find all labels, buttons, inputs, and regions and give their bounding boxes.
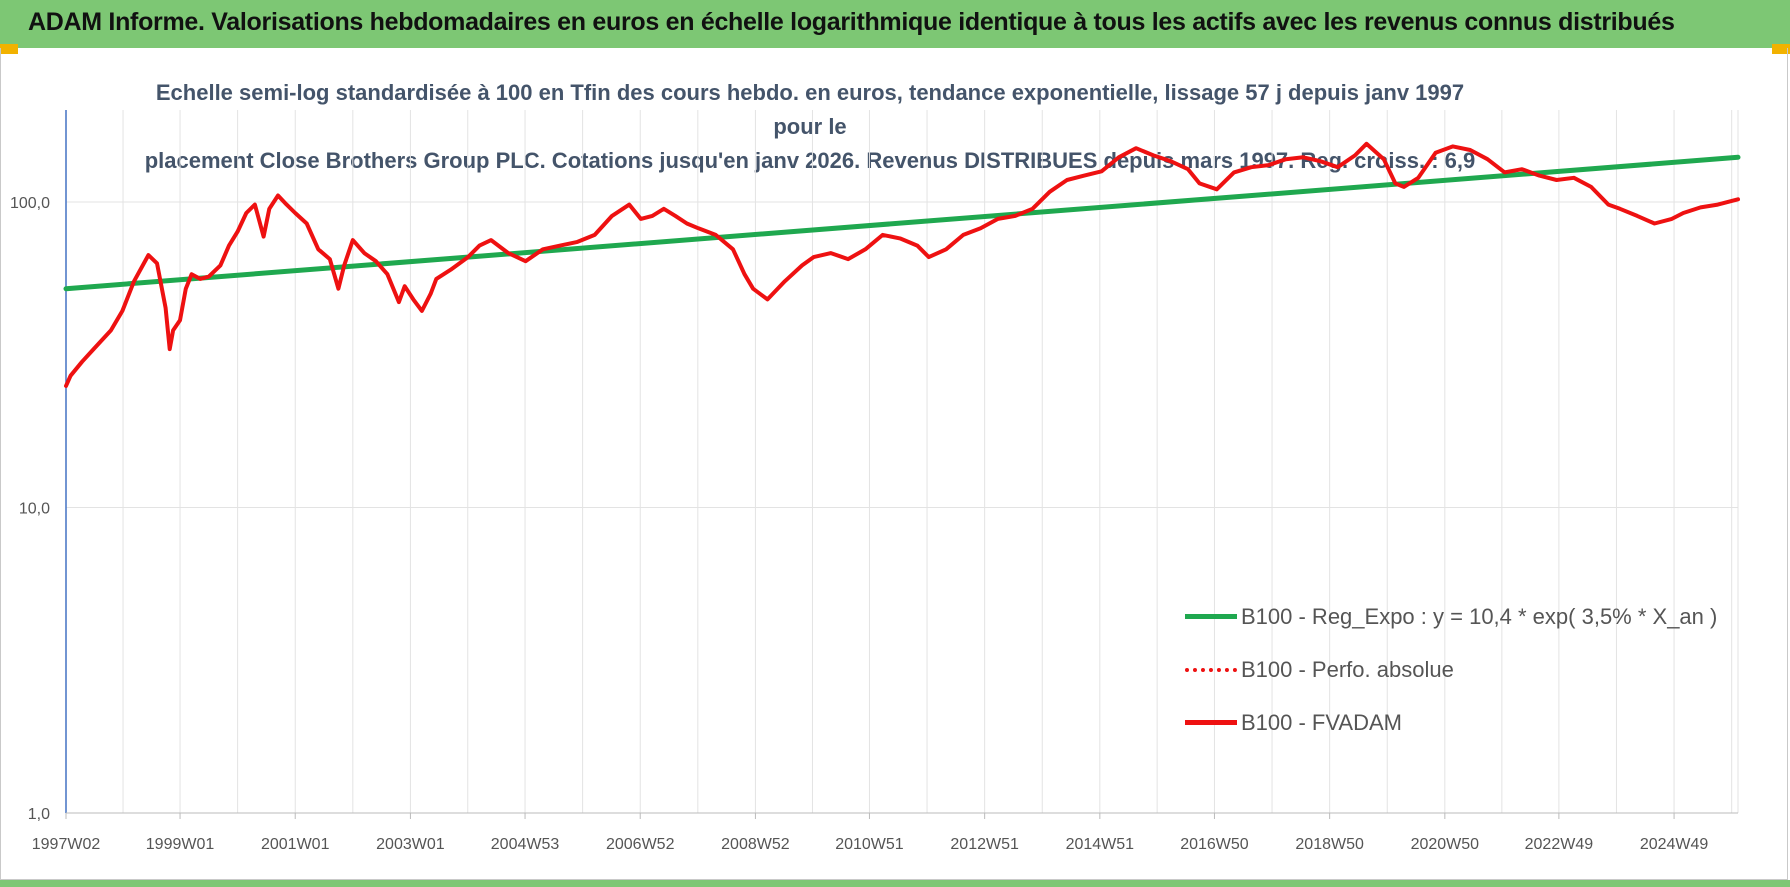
x-tick-label: 2016W50 — [1180, 836, 1249, 853]
y-tick-label: 100,0 — [10, 195, 50, 212]
header-banner: ADAM Informe. Valorisations hebdomadaire… — [0, 0, 1790, 48]
x-tick-label: 2001W01 — [261, 836, 330, 853]
trend-line — [63, 154, 1741, 292]
legend-item-fvadam: B100 - FVADAM — [1185, 696, 1717, 749]
x-tick-label: 2024W49 — [1640, 836, 1709, 853]
report-title: ADAM Informe. Valorisations hebdomadaire… — [28, 8, 1675, 36]
legend-label-perfo: B100 - Perfo. absolue — [1241, 656, 1454, 682]
gridlines — [66, 110, 1739, 814]
legend: B100 - Reg_Expo : y = 10,4 * exp( 3,5% *… — [1185, 590, 1717, 749]
footer-strip — [0, 880, 1790, 887]
x-tick-label: 2014W51 — [1066, 836, 1135, 853]
x-tick-label: 2003W01 — [376, 836, 445, 853]
chart-title: Echelle semi-log standardisée à 100 en T… — [140, 76, 1480, 178]
x-tick-label: 2004W53 — [491, 836, 560, 853]
legend-label-fvadam: B100 - FVADAM — [1241, 709, 1402, 735]
chart-title-line-1: Echelle semi-log standardisée à 100 en T… — [155, 80, 1465, 139]
legend-label-trend: B100 - Reg_Expo : y = 10,4 * exp( 3,5% *… — [1241, 603, 1718, 629]
y-axis: 1,0 10,0 100,0 — [10, 110, 67, 823]
fvadam-line — [64, 141, 1740, 388]
legend-swatch-trend — [1185, 614, 1237, 619]
x-tick-label: 2012W51 — [950, 836, 1019, 853]
x-tick-label: 2020W50 — [1411, 836, 1480, 853]
x-axis: 1997W02 1999W01 2001W01 2003W01 2004W53 2006W… — [32, 812, 1738, 853]
legend-item-perfo: B100 - Perfo. absolue — [1185, 643, 1717, 696]
legend-item-trend: B100 - Reg_Expo : y = 10,4 * exp( 3,5% *… — [1185, 590, 1717, 643]
corner-mark-left — [0, 44, 18, 54]
legend-swatch-perfo — [1185, 667, 1237, 672]
x-tick-label: 2018W50 — [1295, 836, 1364, 853]
x-tick-label: 2006W52 — [606, 836, 675, 853]
legend-swatch-fvadam — [1185, 720, 1237, 725]
x-tick-label: 1997W02 — [32, 836, 101, 853]
y-tick-label: 10,0 — [19, 500, 50, 517]
series-lines — [63, 141, 1741, 388]
x-tick-label: 2008W52 — [721, 836, 790, 853]
chart-frame — [0, 48, 1788, 880]
y-tick-label: 1,0 — [28, 806, 50, 823]
corner-mark-right — [1772, 44, 1790, 54]
x-tick-label: 2010W51 — [835, 836, 904, 853]
x-tick-label: 1999W01 — [146, 836, 215, 853]
x-tick-label: 2022W49 — [1525, 836, 1594, 853]
